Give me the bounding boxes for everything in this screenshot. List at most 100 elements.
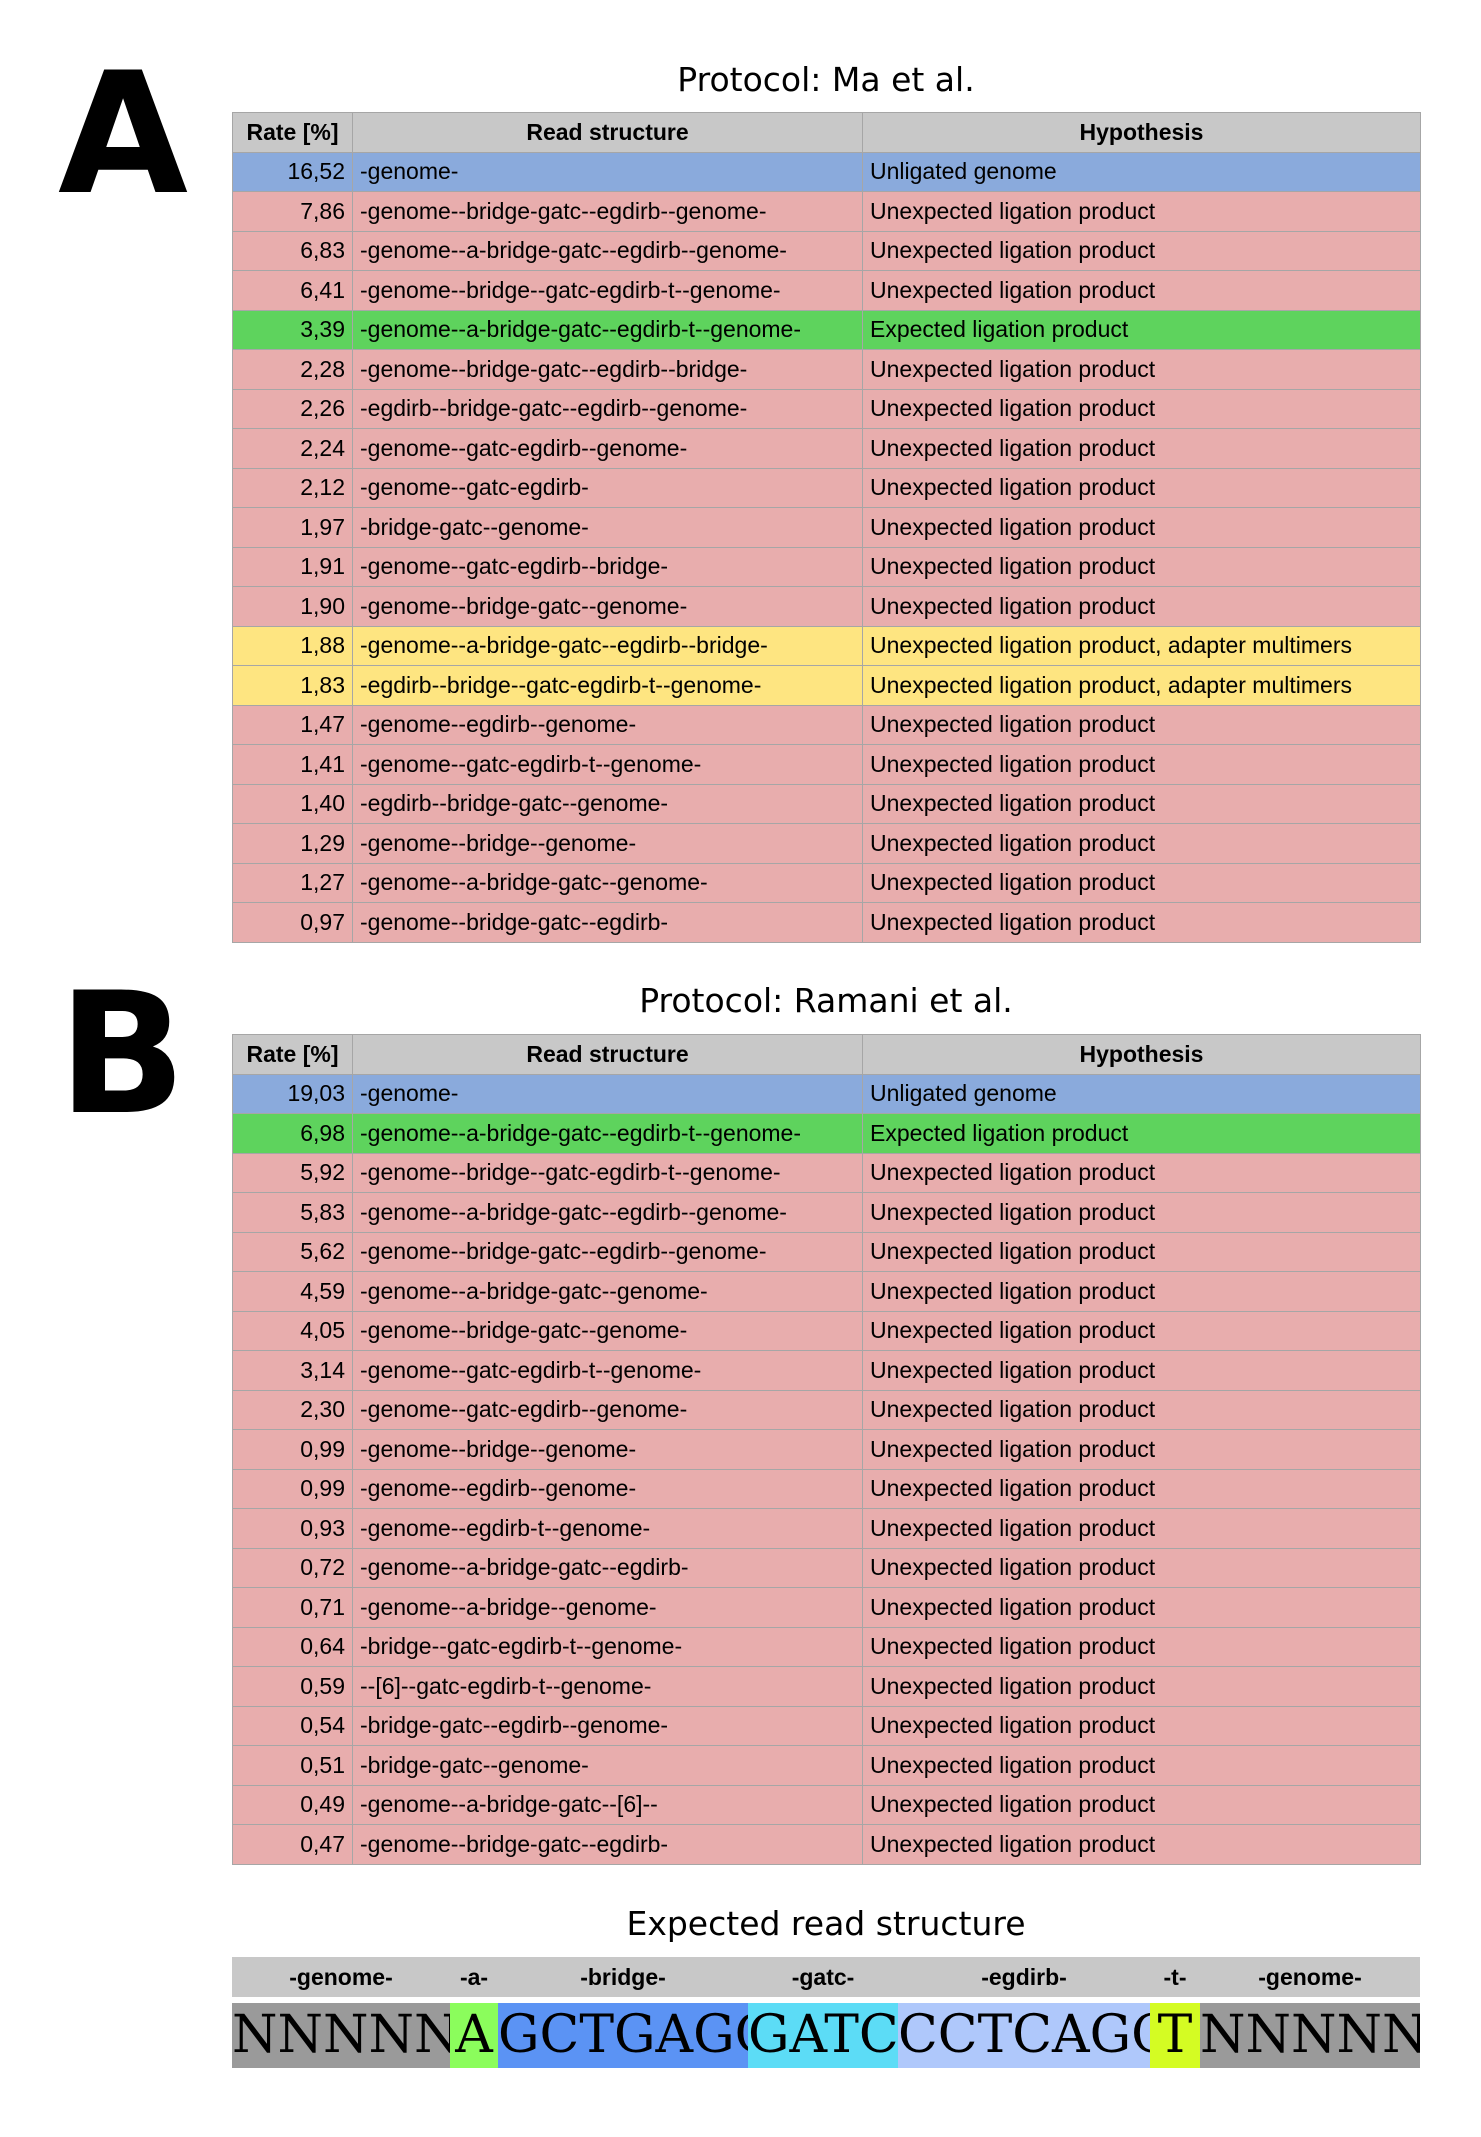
read-structure-cell: -genome--egdirb-t--genome- <box>352 1508 863 1549</box>
rate-cell: 1,88 <box>232 625 353 666</box>
table-row: 2,28 -genome--bridge-gatc--egdirb--bridge… <box>232 349 1421 390</box>
table-row: 0,49 -genome--a-bridge-gatc--[6]-- Unexpec… <box>232 1784 1421 1825</box>
read-structure-cell: -genome--bridge--gatc-egdirb-t--genome- <box>352 270 863 311</box>
table-row: 0,54 -bridge-gatc--egdirb--genome- Unexpec… <box>232 1705 1421 1746</box>
hypothesis-cell: Unexpected ligation product <box>862 191 1421 232</box>
rate-cell: 0,99 <box>232 1429 353 1470</box>
segment-label: -gatc- <box>791 1964 855 1990</box>
table-row: 6,41 -genome--bridge--gatc-egdirb-t--geno… <box>232 270 1421 311</box>
read-structure-cell: -egdirb--bridge--gatc-egdirb-t--genome- <box>352 665 863 706</box>
sequence-segment: A <box>450 2003 498 2068</box>
table-row: 1,88 -genome--a-bridge-gatc--egdirb--brid… <box>232 625 1421 666</box>
table-row: 3,39 -genome--a-bridge-gatc--egdirb-t--ge… <box>232 309 1421 350</box>
rate-cell: 0,93 <box>232 1508 353 1549</box>
rate-cell: 1,47 <box>232 704 353 745</box>
expected-structure-title: Expected read structure <box>626 1904 1026 1943</box>
header-rate: Rate [%] <box>232 112 353 153</box>
read-structure-cell: -bridge-gatc--genome- <box>352 1745 863 1786</box>
hypothesis-cell: Unexpected ligation product <box>862 902 1421 943</box>
read-structure-cell: -genome--egdirb--genome- <box>352 1468 863 1509</box>
read-structure-cell: -bridge-gatc--genome- <box>352 507 863 548</box>
sequence-segment: T <box>1150 2003 1200 2068</box>
table-row: 2,26 -egdirb--bridge-gatc--egdirb--genome… <box>232 388 1421 429</box>
hypothesis-cell: Unexpected ligation product <box>862 744 1421 785</box>
table-header-row: Rate [%] Read structure Hypothesis <box>232 112 1421 153</box>
hypothesis-cell: Unexpected ligation product <box>862 823 1421 864</box>
read-structure-cell: -genome--a-bridge-gatc--egdirb-t--genome… <box>352 309 863 350</box>
read-structure-cell: -genome--a-bridge-gatc--egdirb--genome- <box>352 1192 863 1233</box>
read-structure-cell: -genome--a-bridge-gatc--egdirb--bridge- <box>352 625 863 666</box>
table-row: 2,12 -genome--gatc-egdirb- Unexpected liga… <box>232 467 1421 508</box>
header-hypothesis: Hypothesis <box>862 112 1421 153</box>
rate-cell: 1,90 <box>232 586 353 627</box>
hypothesis-cell: Unexpected ligation product <box>862 1508 1421 1549</box>
panel-b-table: Rate [%] Read structure Hypothesis 19,03… <box>232 1034 1421 1865</box>
read-structure-cell: -genome--a-bridge-gatc--[6]-- <box>352 1784 863 1825</box>
hypothesis-cell: Unexpected ligation product <box>862 862 1421 903</box>
sequence-segment: CCTCAGC <box>898 2003 1150 2068</box>
header-rate: Rate [%] <box>232 1034 353 1075</box>
rate-cell: 4,59 <box>232 1271 353 1312</box>
hypothesis-cell: Unexpected ligation product <box>862 1587 1421 1628</box>
table-row: 0,93 -genome--egdirb-t--genome- Unexpected… <box>232 1508 1421 1549</box>
read-structure-cell: --[6]--gatc-egdirb-t--genome- <box>352 1666 863 1707</box>
hypothesis-cell: Expected ligation product <box>862 309 1421 350</box>
hypothesis-cell: Unexpected ligation product <box>862 1231 1421 1272</box>
rate-cell: 5,92 <box>232 1152 353 1193</box>
table-row: 0,72 -genome--a-bridge-gatc--egdirb- Unexp… <box>232 1547 1421 1588</box>
hypothesis-cell: Unexpected ligation product <box>862 1310 1421 1351</box>
rate-cell: 19,03 <box>232 1073 353 1114</box>
table-row: 1,27 -genome--a-bridge-gatc--genome- Unexp… <box>232 862 1421 903</box>
rate-cell: 3,39 <box>232 309 353 350</box>
rate-cell: 0,59 <box>232 1666 353 1707</box>
rate-cell: 0,97 <box>232 902 353 943</box>
panel-letter-a: A <box>58 36 189 232</box>
rate-cell: 2,30 <box>232 1389 353 1430</box>
table-row: 0,99 -genome--egdirb--genome- Unexpected l… <box>232 1468 1421 1509</box>
rate-cell: 4,05 <box>232 1310 353 1351</box>
rate-cell: 0,49 <box>232 1784 353 1825</box>
read-structure-cell: -genome--a-bridge-gatc--genome- <box>352 1271 863 1312</box>
read-structure-cell: -genome--bridge-gatc--genome- <box>352 586 863 627</box>
read-structure-cell: -genome--bridge-gatc--genome- <box>352 1310 863 1351</box>
table-row: 0,99 -genome--bridge--genome- Unexpected l… <box>232 1429 1421 1470</box>
table-row: 19,03 -genome- Unligated genome <box>232 1073 1421 1114</box>
rate-cell: 16,52 <box>232 151 353 192</box>
read-structure-cell: -egdirb--bridge-gatc--egdirb--genome- <box>352 388 863 429</box>
rate-cell: 0,99 <box>232 1468 353 1509</box>
table-row: 5,83 -genome--a-bridge-gatc--egdirb--geno… <box>232 1192 1421 1233</box>
hypothesis-cell: Unexpected ligation product <box>862 1824 1421 1865</box>
segment-label-bar: -genome- -a- -bridge- -gatc- -egdirb- -t… <box>232 1957 1420 1997</box>
table-row: 7,86 -genome--bridge-gatc--egdirb--genome… <box>232 191 1421 232</box>
read-structure-cell: -genome--a-bridge-gatc--egdirb-t--genome… <box>352 1113 863 1154</box>
rate-cell: 1,29 <box>232 823 353 864</box>
read-structure-cell: -bridge--gatc-egdirb-t--genome- <box>352 1626 863 1667</box>
hypothesis-cell: Unexpected ligation product <box>862 546 1421 587</box>
table-row: 1,90 -genome--bridge-gatc--genome- Unexpec… <box>232 586 1421 627</box>
table-row: 3,14 -genome--gatc-egdirb-t--genome- Unexp… <box>232 1350 1421 1391</box>
hypothesis-cell: Unexpected ligation product <box>862 349 1421 390</box>
read-structure-cell: -genome--bridge--gatc-egdirb-t--genome- <box>352 1152 863 1193</box>
read-structure-cell: -genome--gatc-egdirb-t--genome- <box>352 1350 863 1391</box>
header-hypothesis: Hypothesis <box>862 1034 1421 1075</box>
rate-cell: 6,41 <box>232 270 353 311</box>
header-read-structure: Read structure <box>352 112 863 153</box>
rate-cell: 3,14 <box>232 1350 353 1391</box>
hypothesis-cell: Unexpected ligation product <box>862 704 1421 745</box>
table-row: 2,24 -genome--gatc-egdirb--genome- Unexpec… <box>232 428 1421 469</box>
hypothesis-cell: Unexpected ligation product <box>862 1626 1421 1667</box>
hypothesis-cell: Unligated genome <box>862 1073 1421 1114</box>
panel-a-table: Rate [%] Read structure Hypothesis 16,52… <box>232 112 1421 943</box>
hypothesis-cell: Unexpected ligation product <box>862 388 1421 429</box>
panel-letter-b: B <box>58 956 187 1152</box>
read-structure-cell: -genome--bridge-gatc--egdirb- <box>352 1824 863 1865</box>
rate-cell: 0,72 <box>232 1547 353 1588</box>
read-structure-cell: -genome- <box>352 151 863 192</box>
table-row: 6,83 -genome--a-bridge-gatc--egdirb--geno… <box>232 230 1421 271</box>
rate-cell: 0,64 <box>232 1626 353 1667</box>
rate-cell: 6,98 <box>232 1113 353 1154</box>
read-structure-cell: -genome--bridge-gatc--egdirb--genome- <box>352 191 863 232</box>
rate-cell: 6,83 <box>232 230 353 271</box>
